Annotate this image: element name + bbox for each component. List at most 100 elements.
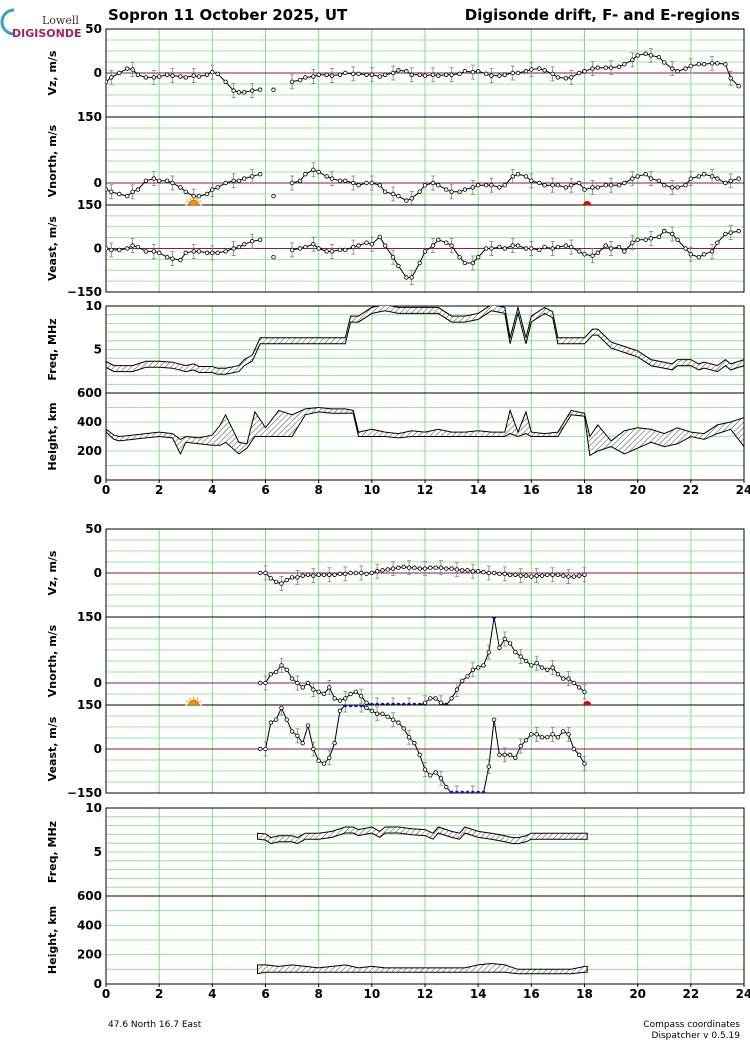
data-point (311, 167, 316, 172)
data-point (109, 189, 114, 194)
data-point (465, 674, 470, 679)
series-vnorth (257, 617, 587, 705)
data-point (284, 717, 289, 722)
data-point (332, 696, 337, 701)
y-axis-label: Vnorth, m/s (46, 124, 59, 197)
data-point (311, 74, 316, 79)
data-point (135, 72, 141, 77)
data-point (518, 654, 523, 659)
data-point (364, 705, 369, 711)
data-point (369, 570, 375, 576)
x-tick-label: 12 (417, 987, 434, 1001)
data-point (576, 180, 582, 186)
data-point (324, 174, 329, 179)
data-point (444, 187, 449, 192)
data-point (409, 275, 414, 280)
data-point (534, 661, 539, 666)
data-point (670, 185, 675, 190)
data-point (736, 176, 741, 181)
data-point (170, 73, 175, 78)
data-point (390, 566, 396, 571)
data-point (449, 72, 454, 77)
data-point (523, 246, 529, 251)
y-tick-label: 10 (85, 299, 102, 313)
x-tick-label: 4 (208, 483, 216, 497)
data-point (143, 75, 149, 80)
data-point (316, 246, 321, 251)
data-point (709, 249, 715, 254)
data-point (489, 73, 494, 78)
data-point (404, 275, 409, 280)
data-point (656, 234, 662, 240)
x-tick-label: 16 (523, 987, 540, 1001)
data-point (356, 182, 361, 188)
data-point (688, 252, 694, 257)
data-point (396, 263, 401, 269)
x-tick-label: 14 (470, 483, 487, 497)
x-tick-label: 6 (261, 483, 269, 497)
y-tick-label: 400 (77, 415, 102, 429)
data-point (454, 790, 460, 793)
data-point (475, 665, 481, 670)
data-point (513, 755, 518, 760)
data-point (489, 182, 494, 188)
data-point (475, 569, 481, 574)
x-tick-label: 22 (682, 987, 699, 1001)
series-veast (106, 225, 741, 285)
data-point (156, 250, 162, 256)
data-point (497, 244, 502, 250)
data-point (539, 665, 545, 670)
data-point (497, 185, 502, 190)
data-point (497, 645, 502, 650)
y-tick-label: 150 (77, 698, 102, 712)
data-point (257, 171, 263, 177)
data-point (470, 667, 476, 672)
data-point (279, 581, 284, 586)
data-point (422, 73, 428, 78)
data-point (417, 752, 422, 758)
data-point (595, 250, 600, 256)
series-height (257, 962, 588, 975)
data-point (582, 252, 587, 257)
data-point (436, 237, 441, 242)
data-point (268, 720, 274, 725)
data-point (337, 708, 343, 714)
data-point (701, 171, 707, 177)
data-point (109, 75, 114, 80)
data-point (616, 64, 622, 70)
data-point (515, 243, 521, 248)
data-point (377, 182, 383, 188)
data-point (507, 752, 513, 758)
data-point (417, 72, 422, 77)
data-point (289, 729, 295, 734)
data-point (263, 680, 268, 686)
data-point (257, 87, 263, 92)
data-point (449, 566, 454, 571)
data-point (210, 250, 215, 256)
data-point (582, 761, 587, 766)
series-vz (106, 48, 741, 98)
data-point (643, 237, 648, 242)
data-point (428, 565, 433, 570)
x-tick-label: 20 (629, 987, 646, 1001)
data-point (316, 758, 321, 763)
data-point (273, 579, 279, 584)
data-point (460, 790, 465, 793)
data-point (242, 241, 247, 247)
data-point (257, 746, 263, 752)
data-point (409, 72, 414, 77)
data-point (401, 564, 406, 570)
data-point (449, 790, 454, 793)
y-tick-label: 200 (77, 948, 102, 962)
data-point (151, 75, 157, 80)
data-point (537, 180, 542, 186)
data-point (422, 767, 428, 772)
data-point (576, 70, 582, 76)
x-tick-label: 4 (208, 987, 216, 1001)
data-point (106, 79, 109, 84)
data-point (576, 573, 582, 578)
data-point (295, 680, 300, 686)
data-point (390, 255, 396, 260)
data-point (529, 246, 534, 251)
